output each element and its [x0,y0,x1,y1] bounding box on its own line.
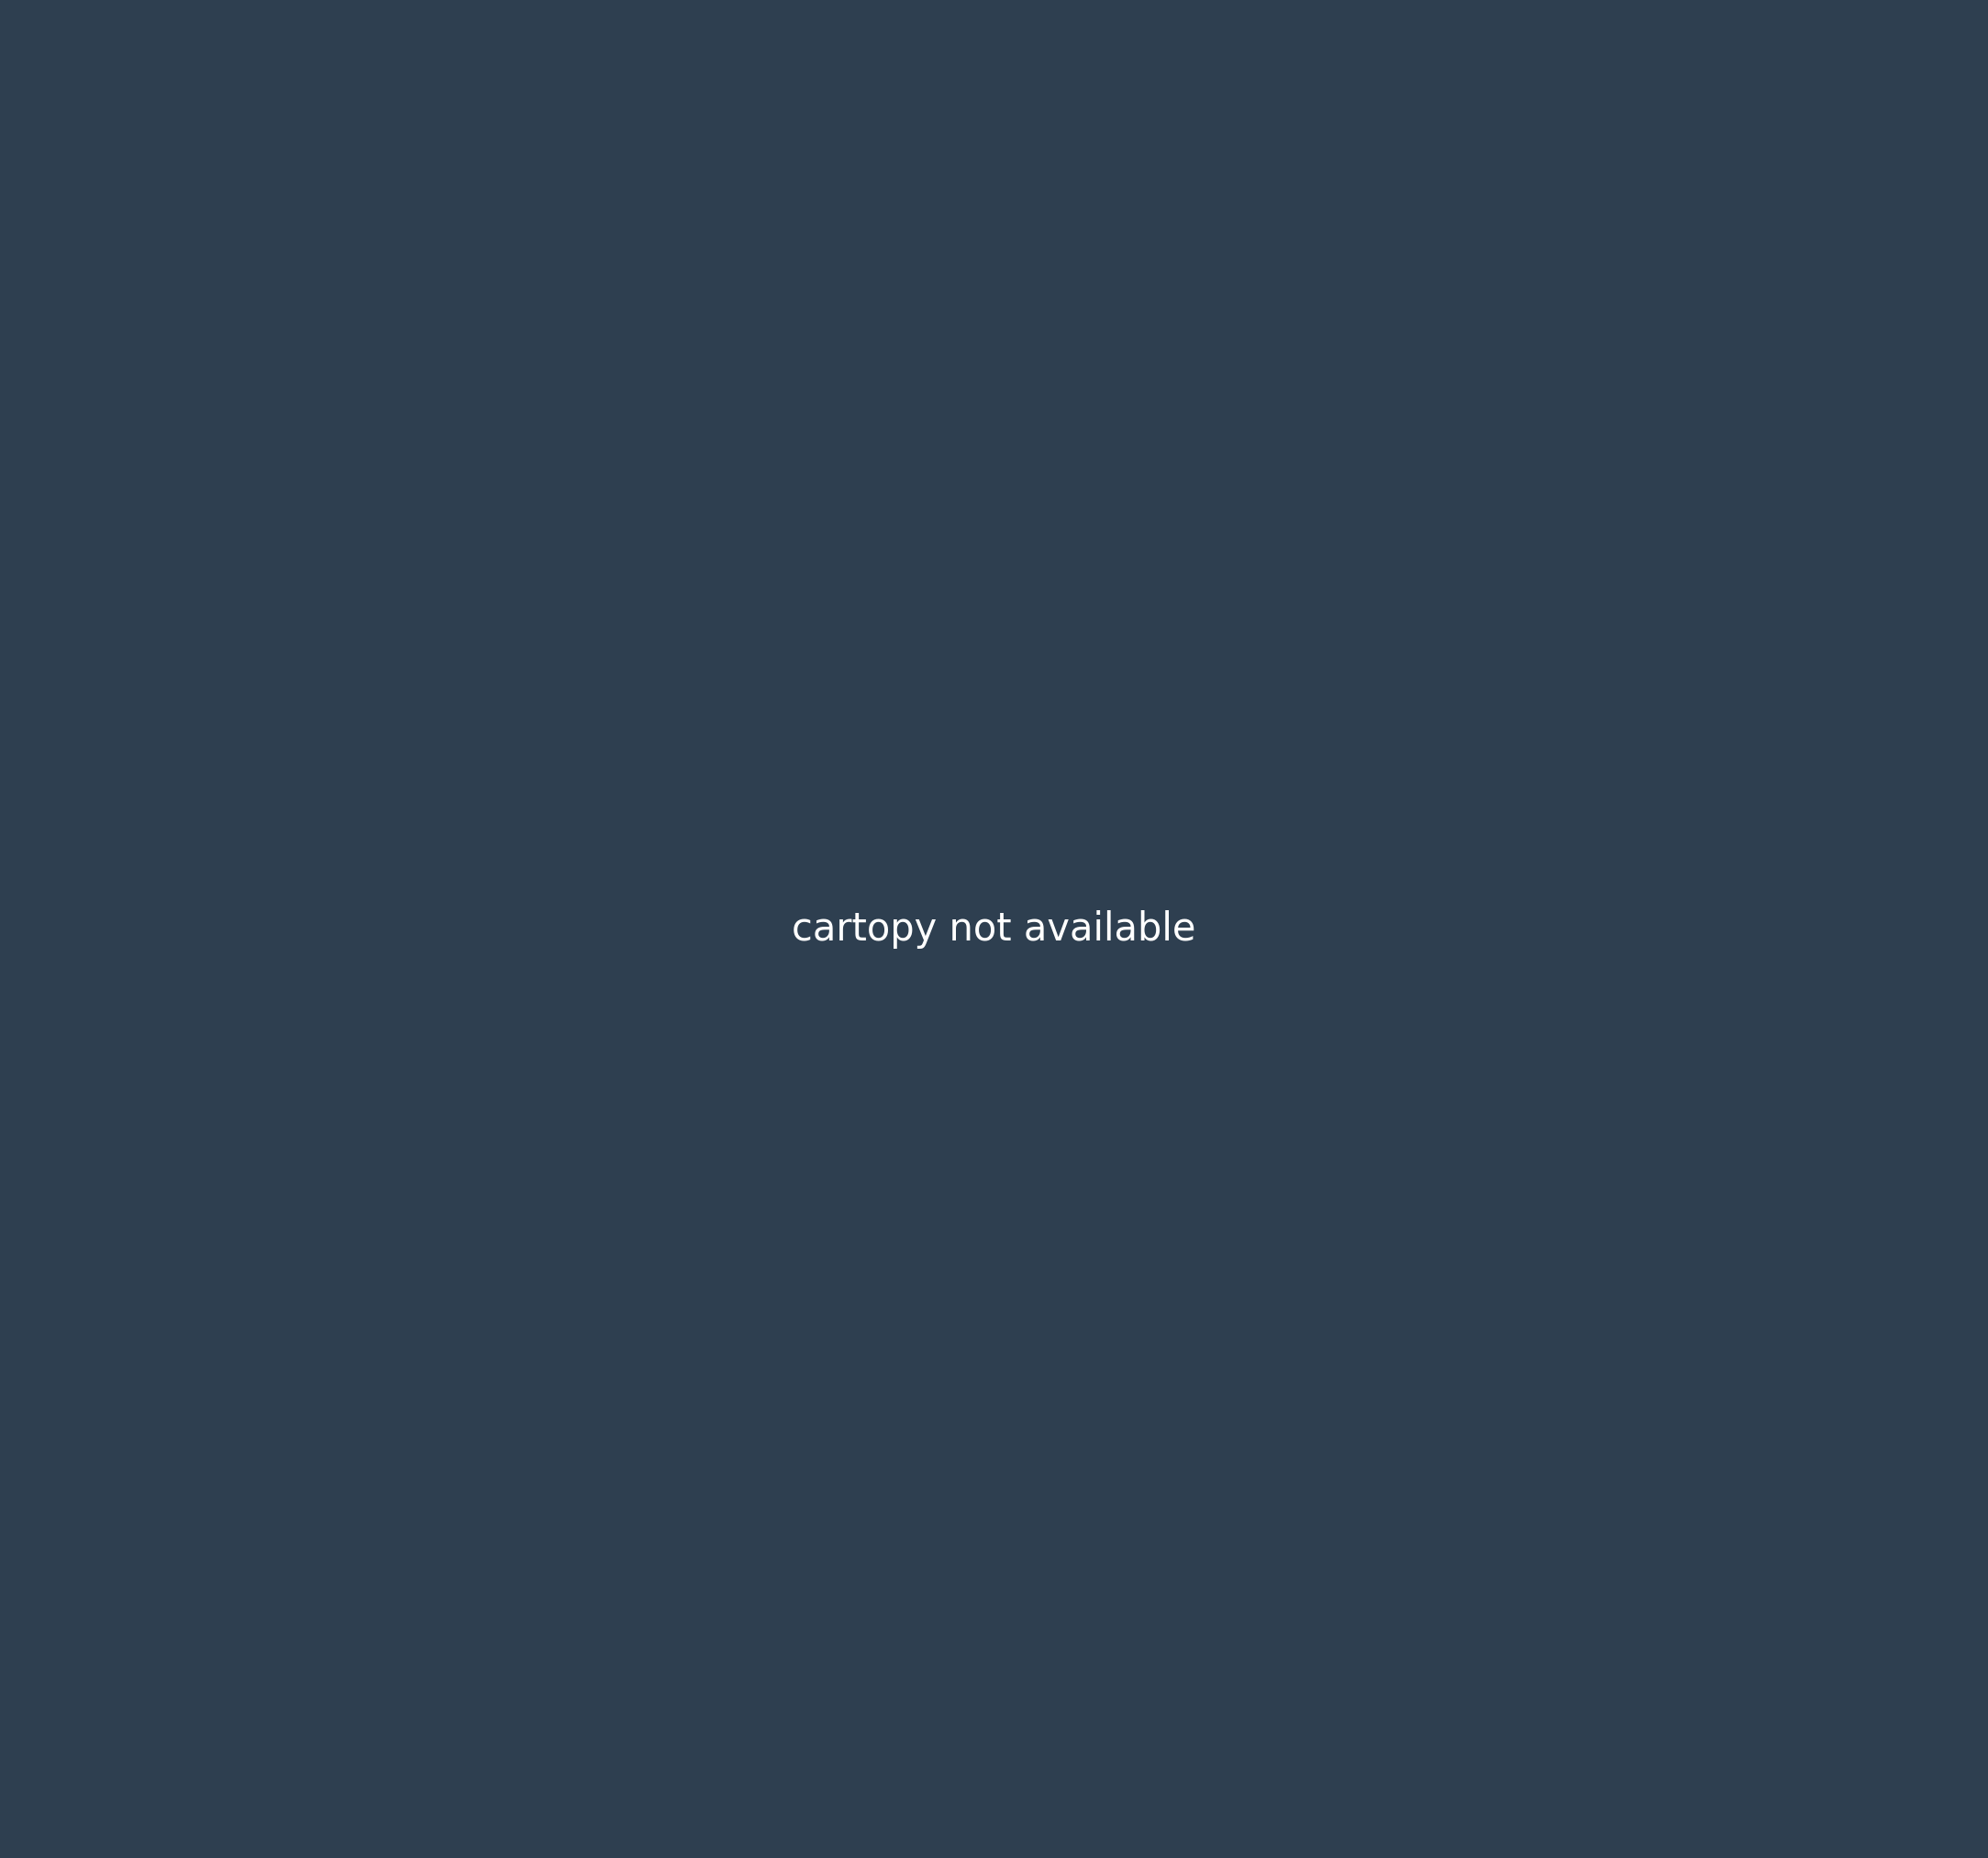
Text: cartopy not available: cartopy not available [791,910,1197,948]
